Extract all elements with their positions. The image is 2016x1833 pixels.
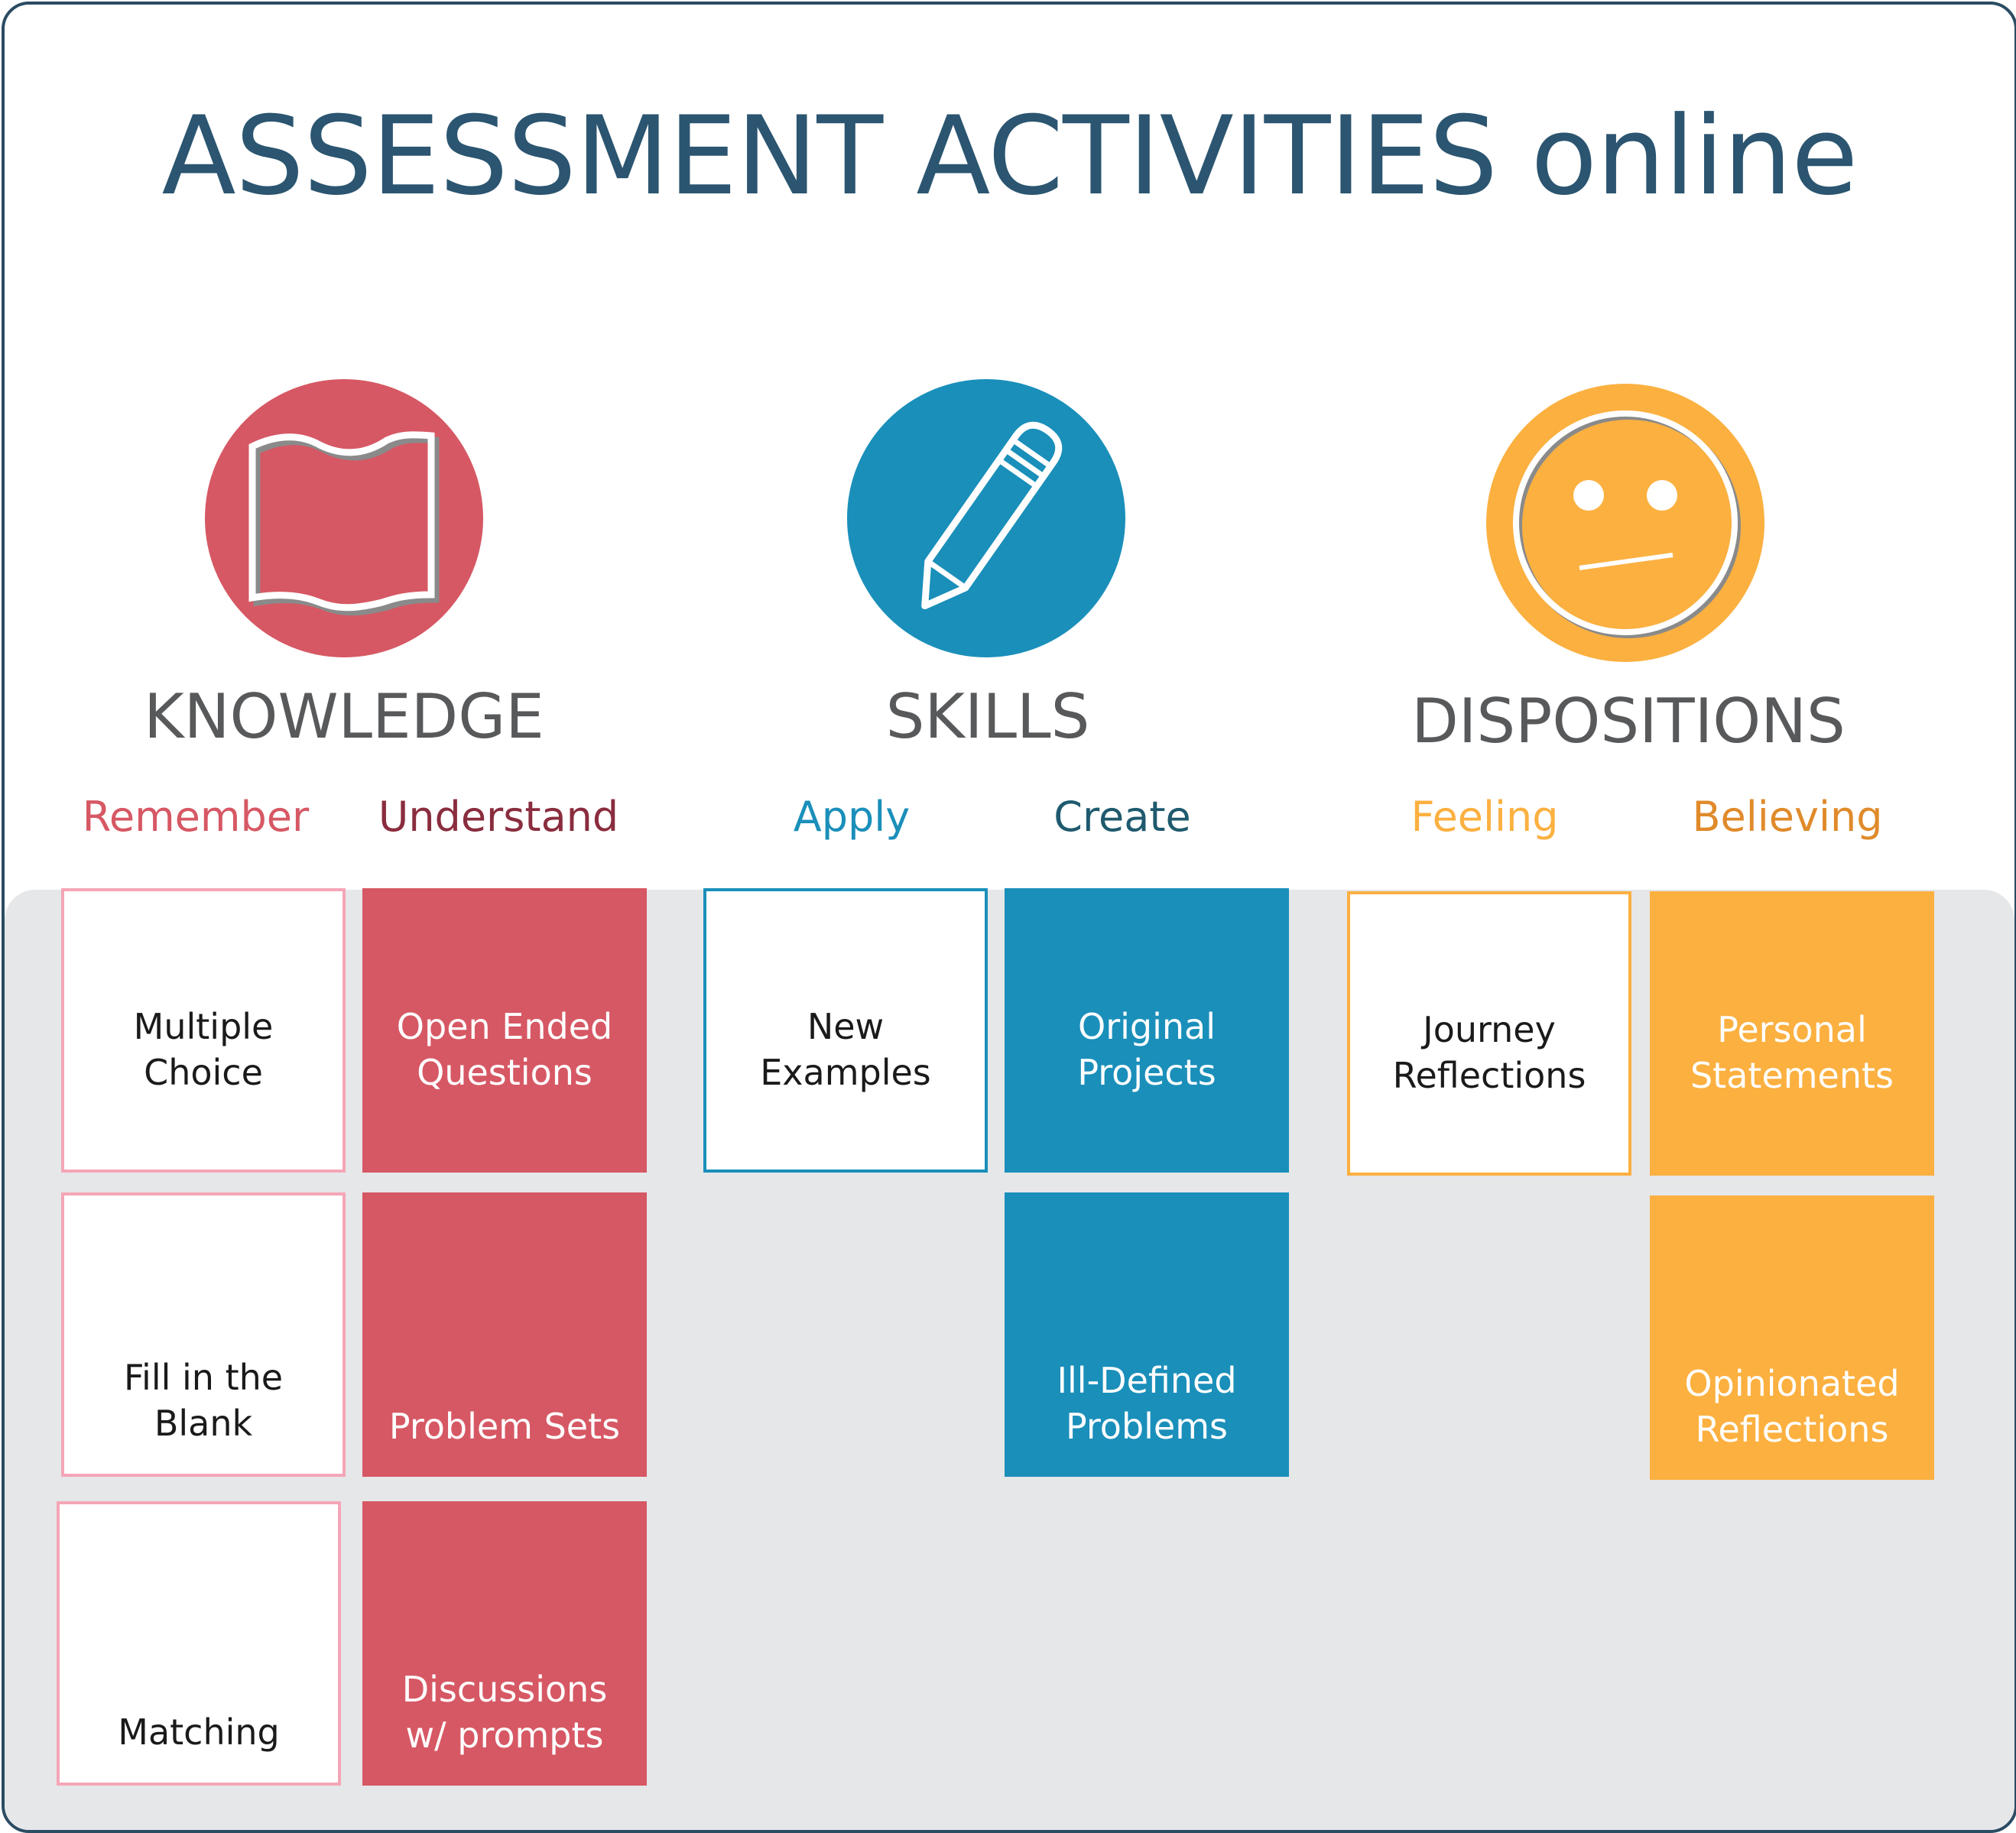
card-fill-in-the-blank: Fill in the Blank bbox=[61, 1192, 346, 1477]
category-skills: SKILLS bbox=[885, 681, 1090, 752]
card-original-projects: Original Projects bbox=[1005, 888, 1289, 1173]
open-book-icon bbox=[205, 379, 483, 657]
pencil-icon bbox=[847, 379, 1125, 657]
subcategory-create: Create bbox=[1053, 793, 1191, 841]
card-journey-reflections: Journey Reflections bbox=[1347, 891, 1631, 1176]
card-multiple-choice: Multiple Choice bbox=[61, 888, 346, 1173]
card-discussions-with-prompts: Discussions w/ prompts bbox=[362, 1501, 647, 1786]
subcategory-feeling: Feeling bbox=[1411, 793, 1559, 841]
category-dispositions: DISPOSITIONS bbox=[1411, 686, 1846, 757]
subcategory-apply: Apply bbox=[793, 793, 911, 841]
card-personal-statements: Personal Statements bbox=[1650, 891, 1934, 1176]
card-new-examples: New Examples bbox=[703, 888, 988, 1173]
card-opinionated-reflections: Opinionated Reflections bbox=[1650, 1196, 1934, 1480]
subcategory-believing: Believing bbox=[1692, 793, 1883, 841]
page-title: ASSESSMENT ACTIVITIES online bbox=[161, 93, 1859, 219]
card-matching: Matching bbox=[57, 1501, 341, 1786]
card-ill-defined-problems: Ill-Defined Problems bbox=[1005, 1192, 1289, 1477]
category-knowledge: KNOWLEDGE bbox=[144, 681, 544, 752]
neutral-face-icon bbox=[1486, 384, 1764, 662]
subcategory-remember: Remember bbox=[82, 793, 310, 841]
subcategory-understand: Understand bbox=[378, 793, 619, 841]
card-problem-sets: Problem Sets bbox=[362, 1192, 647, 1477]
card-open-ended-questions: Open Ended Questions bbox=[362, 888, 647, 1173]
